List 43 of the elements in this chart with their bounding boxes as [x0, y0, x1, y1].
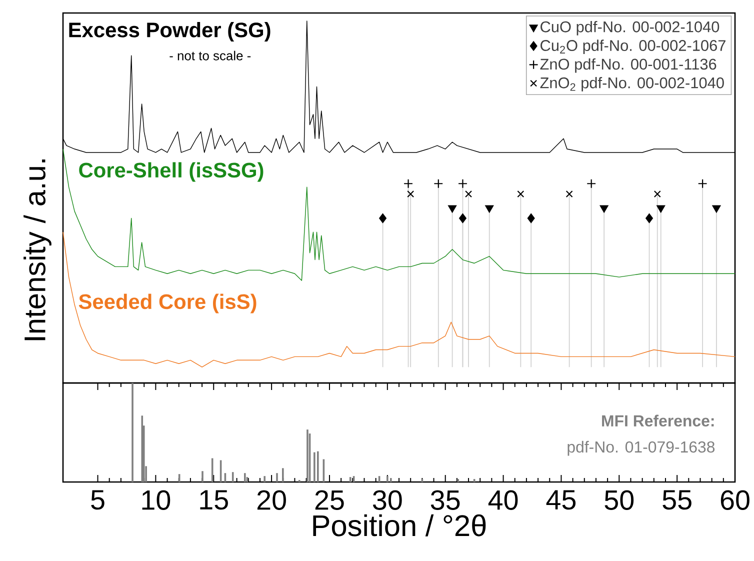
legend-label: ZnO$_{2}$ pdf-No. 00-002-1040	[540, 76, 724, 92]
x-axis-title: Position / °2θ	[313, 514, 486, 536]
point	[656, 205, 666, 213]
annotation: - not to scale -	[170, 50, 251, 60]
point	[646, 213, 653, 223]
series-label: Excess Powder (SG)	[69, 22, 270, 42]
x-tick-label: 40	[488, 490, 518, 510]
x-tick-label: 20	[257, 490, 286, 510]
point	[458, 178, 468, 188]
point	[517, 190, 524, 198]
x-tick-label: 45	[546, 490, 576, 510]
legend-label: ZnO pdf-No. 00-001-1136	[540, 58, 716, 73]
annotation: pdf-No. 01-079-1638	[568, 440, 715, 456]
x-tick-label: 25	[315, 490, 344, 510]
point	[712, 205, 721, 213]
point	[600, 205, 608, 213]
x-tick-label: 35	[430, 490, 460, 510]
point	[379, 213, 386, 223]
series-label: Seeded Core (isS)	[78, 294, 256, 314]
point	[448, 205, 456, 213]
point	[586, 178, 596, 188]
x-tick-label: 50	[604, 490, 634, 510]
x-tick-label: 30	[372, 490, 402, 510]
legend-label: CuO pdf-No. 00-002-1040	[540, 20, 720, 36]
point	[698, 178, 708, 188]
point	[485, 205, 494, 213]
point	[566, 190, 573, 198]
x-tick-label: 60	[720, 490, 750, 510]
legend-label: Cu$_{2}$O pdf-No. 00-002-1067	[540, 40, 726, 54]
point	[654, 190, 661, 198]
series-label: Core-Shell (isSSG)	[79, 162, 264, 182]
y-axis-title: Intensity / a.u.	[24, 160, 52, 340]
x-tick-label: 10	[142, 490, 170, 510]
x-tick-label: 15	[200, 490, 228, 510]
point	[434, 178, 444, 188]
x-tick-label: 55	[662, 490, 692, 510]
point	[407, 190, 414, 198]
point	[465, 190, 472, 198]
x-tick-label: 5	[91, 490, 104, 510]
annotation: MFI Reference:	[602, 414, 714, 426]
point	[459, 213, 466, 223]
point	[527, 213, 535, 223]
point	[404, 178, 414, 188]
